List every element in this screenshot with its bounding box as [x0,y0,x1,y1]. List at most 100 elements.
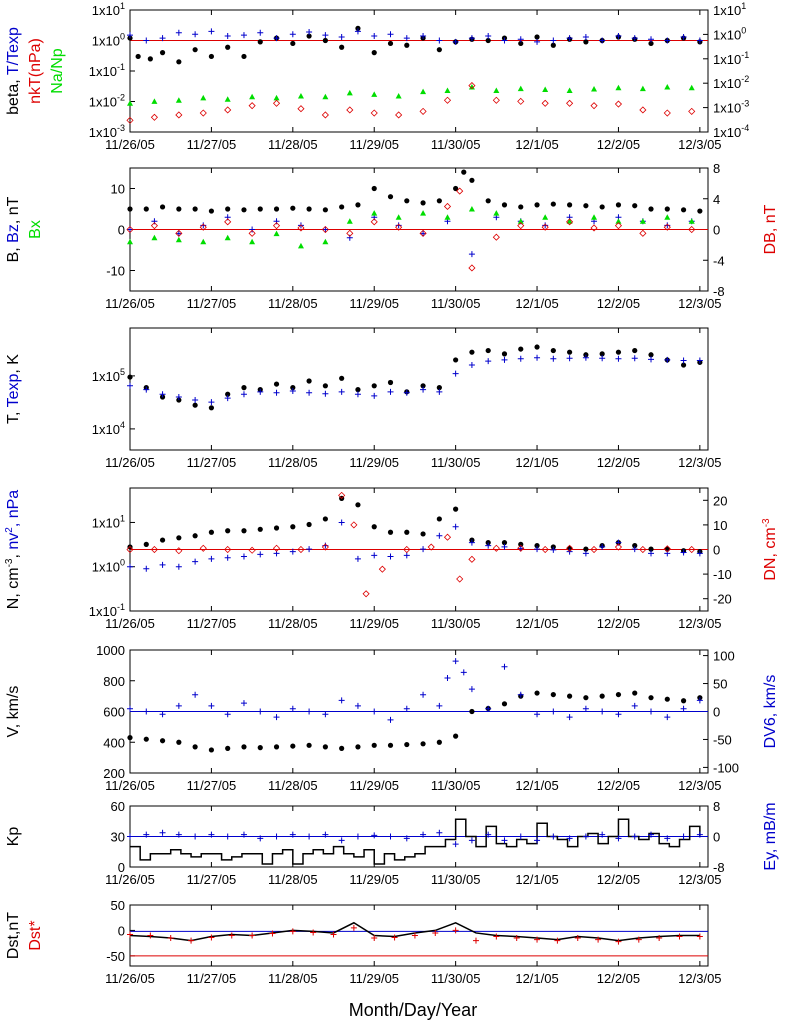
data-point [550,546,557,553]
data-point [615,691,622,698]
data-point [176,206,182,212]
data-point [387,40,394,47]
data-point [632,543,638,549]
data-point [599,693,605,699]
data-point [346,218,353,224]
data-point [614,222,623,230]
data-point [208,747,215,753]
data-point [240,391,247,398]
data-point [534,690,540,696]
data-point [175,230,182,237]
x-tick-label: 11/29/05 [349,971,399,986]
data-point [248,102,256,110]
y-tick-label-exponent: -1 [117,602,125,612]
data-point [192,744,198,750]
x-tick-label: 11/30/05 [431,296,481,311]
data-point [411,932,418,939]
data-point [395,214,402,220]
data-point [257,388,264,395]
data-point [290,205,296,211]
panel-4: 11/26/05 11/27/05 11/28/05 11/29/05 11/30/05… [105,487,722,631]
y-tick-label-base: 1x10 [89,604,117,619]
y2-tick-label: 0 [713,543,720,558]
panel-2: 11/26/05 11/27/05 11/28/05 11/29/05 11/30/05… [105,167,722,311]
data-point [371,210,378,216]
y2-tick-label: 0 [713,830,720,845]
x-tick-label: 12/2/05 [597,296,640,311]
data-point [143,831,150,838]
x-tick-label: 11/30/05 [431,971,481,986]
data-point [273,206,280,212]
data-point [272,99,281,107]
data-point [664,83,671,90]
data-point [272,222,281,230]
x-tick-label: 11/28/05 [268,616,318,631]
data-point [371,524,377,530]
data-point [224,106,232,114]
y-tick-label: 400 [103,735,125,750]
data-point [322,711,329,718]
data-point [306,378,312,384]
data-point [310,929,317,936]
data-point [696,697,703,704]
x-tick-label: 11/28/05 [268,971,318,986]
data-point [338,34,345,41]
data-point [241,744,247,750]
data-point [339,375,345,381]
data-point [225,206,231,212]
data-point [257,526,263,532]
y-tick-label: 1x104 [92,420,125,437]
y2-tick-label: -8 [713,284,725,299]
data-point [297,545,305,554]
data-point [648,695,654,701]
data-point [159,561,166,568]
data-point [444,87,451,94]
data-point [517,36,524,43]
data-point [387,529,394,535]
x-tick-label: 12/1/05 [515,971,558,986]
y-axis-label-part-0: N, cm [5,567,22,609]
data-point [534,546,541,553]
data-point [696,933,703,940]
y-axis-label-part-4: 2 [4,527,15,533]
data-point [468,539,475,546]
x-tick-label: 11/28/05 [268,137,318,152]
y-tick-label: 1x10-3 [89,123,125,140]
x-tick-label: 11/28/05 [268,778,318,793]
y-tick-label-exponent: 4 [120,420,125,430]
data-point [697,208,703,214]
x-tick-label: 11/28/05 [268,872,318,887]
data-point [566,87,573,94]
data-point [501,837,508,844]
data-point [249,226,256,233]
data-point [468,362,475,369]
data-point [339,44,345,50]
data-point [664,206,670,212]
y-axis-label-part-1: Texp [5,373,22,407]
y-tick-label-base: 1x10 [92,3,120,18]
data-point [127,705,133,712]
y2-tick-label-base: 1x10 [713,76,741,91]
y-tick-label-base: 1x10 [92,34,120,49]
data-point [370,218,378,226]
data-point [355,744,361,750]
y-axis-label-2-part-0: Bx [27,220,44,239]
x-tick-label: 11/28/05 [268,455,318,470]
data-point [322,238,329,245]
y-axis-label-part-0: Kp [5,827,22,847]
data-point [192,833,199,840]
data-point [208,208,215,214]
data-point [346,106,354,114]
data-point [306,389,313,396]
x-tick-label: 12/2/05 [597,616,640,631]
data-point [614,543,623,551]
data-point [176,397,182,403]
data-point [680,833,687,840]
data-point [680,207,687,213]
y-tick-label: 0 [118,860,125,875]
y-tick-label-base: 1x10 [92,369,120,384]
x-tick-label: 12/3/05 [678,971,721,986]
data-point [395,222,402,229]
data-point [127,238,133,245]
